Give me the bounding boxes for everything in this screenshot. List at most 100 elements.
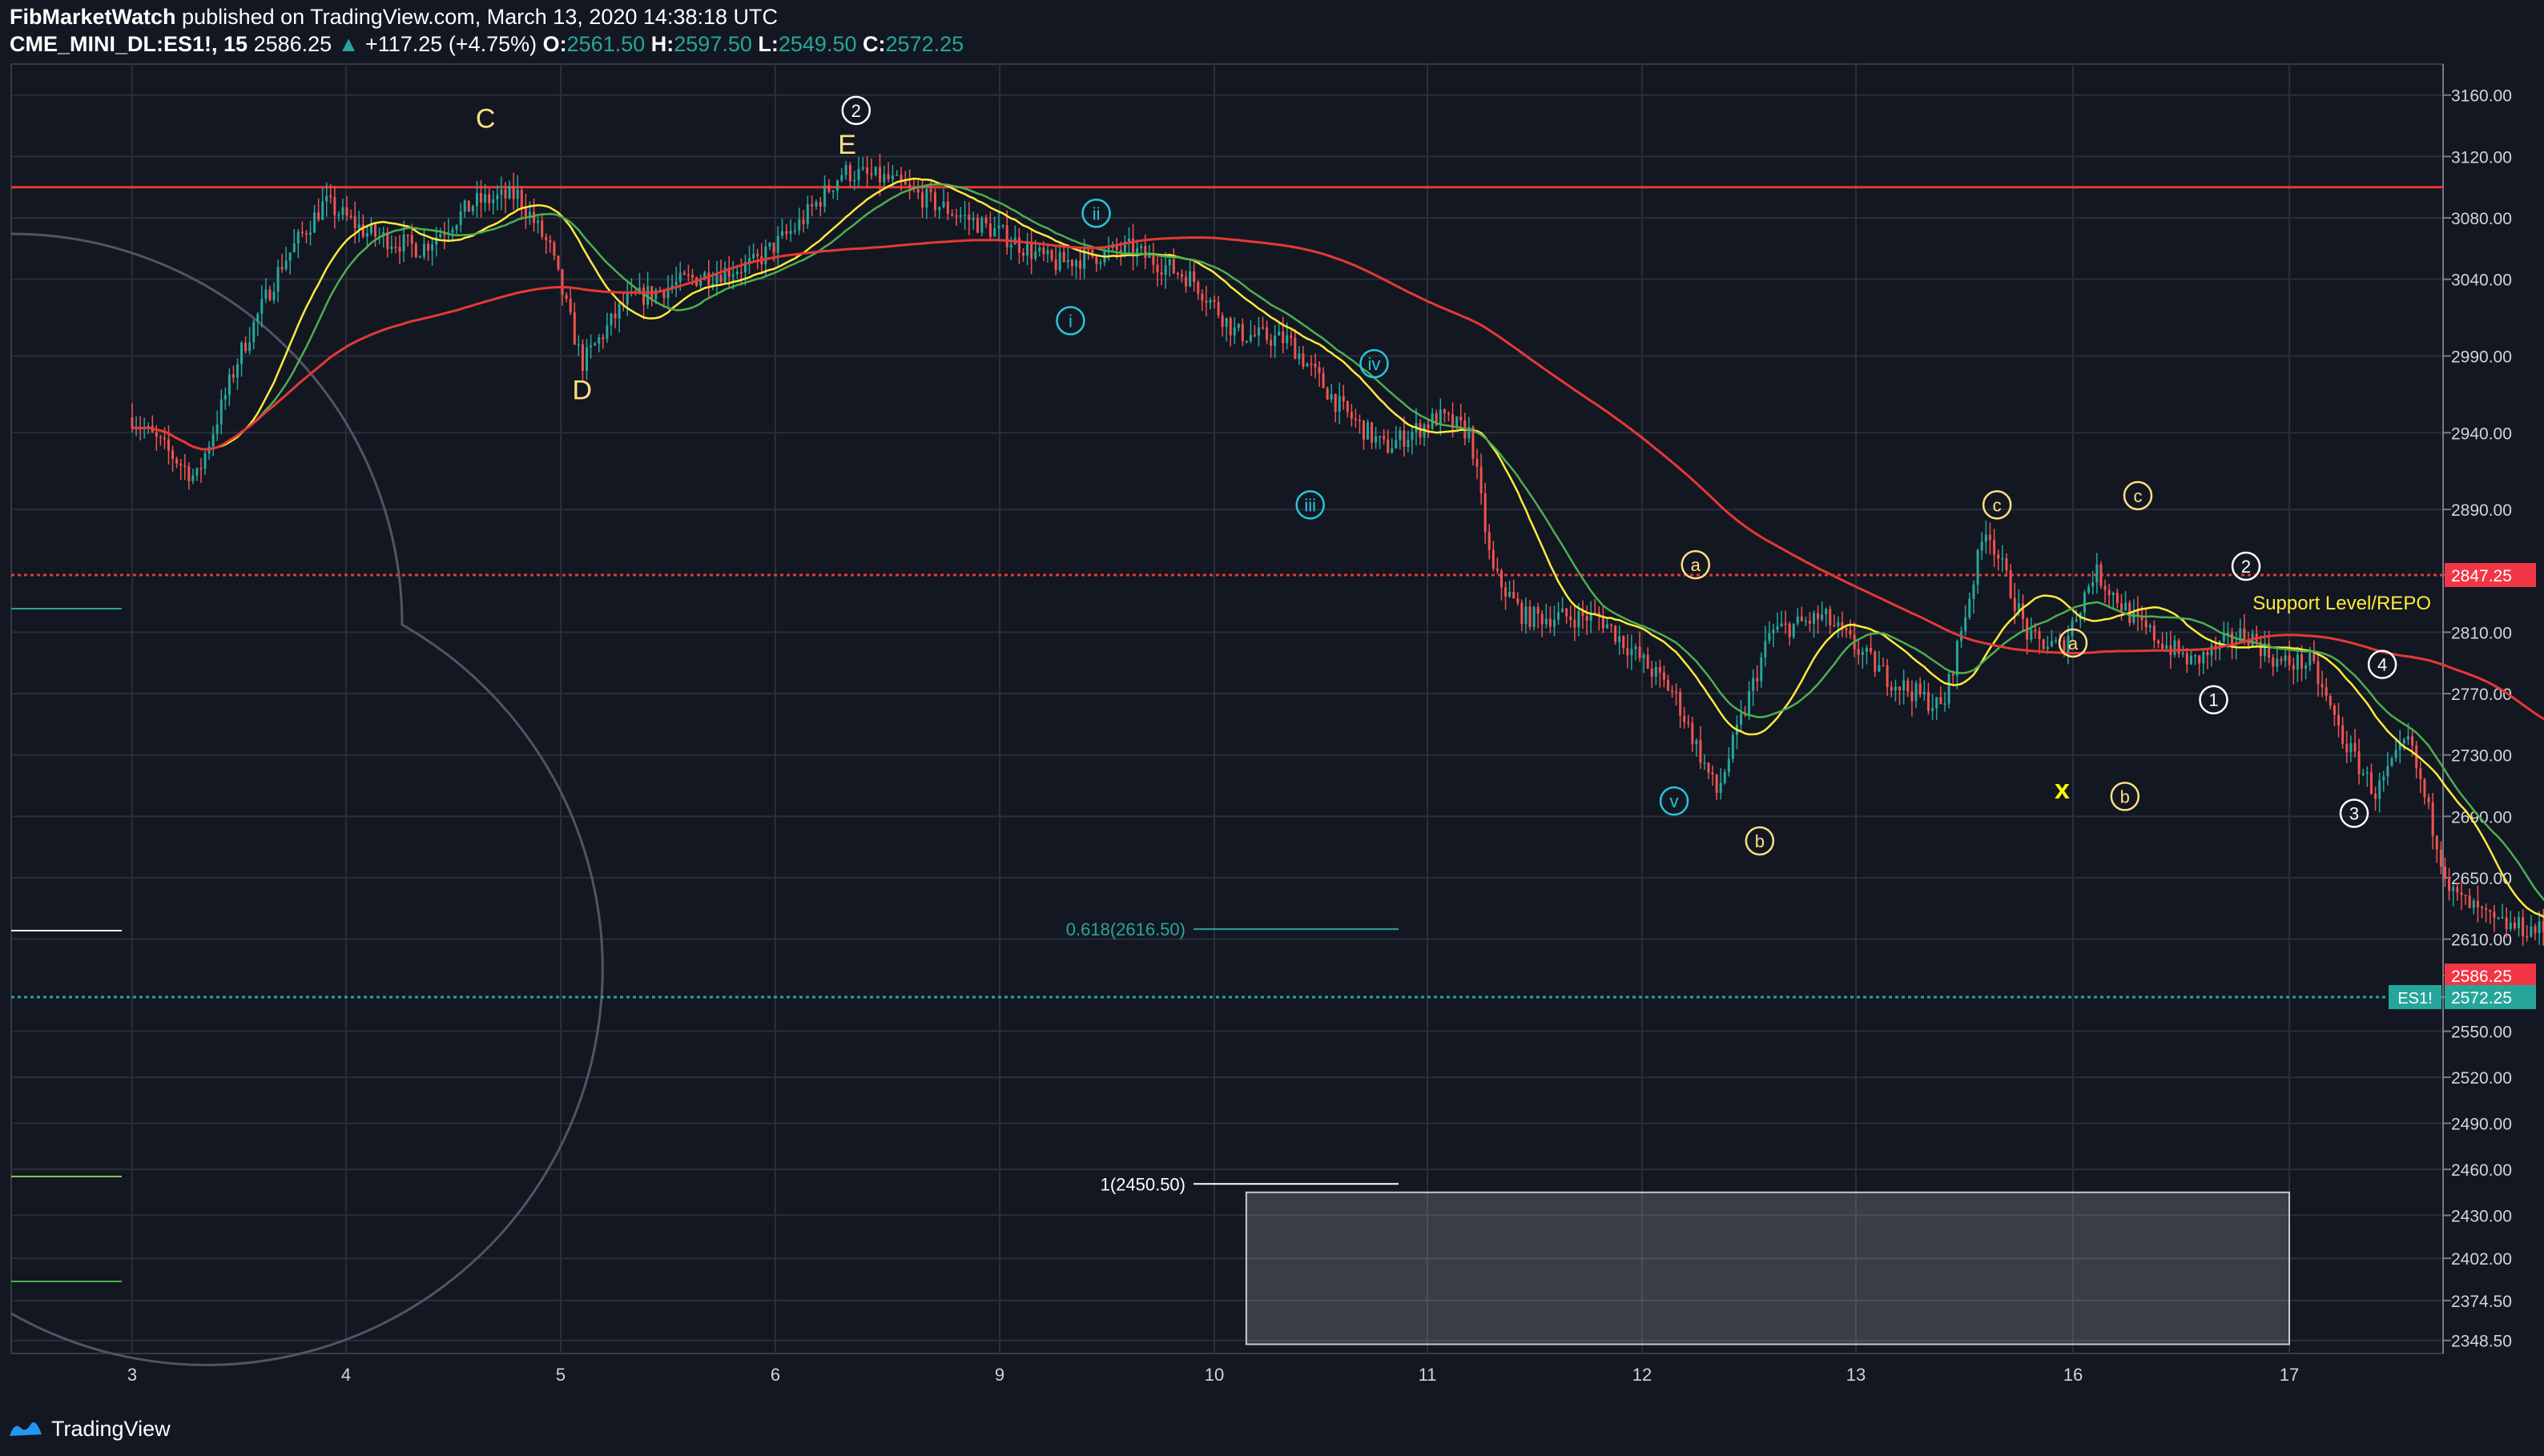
candle-body bbox=[1237, 324, 1240, 328]
candle bbox=[361, 214, 364, 239]
candle bbox=[1703, 754, 1706, 770]
candle bbox=[1711, 765, 1714, 786]
candle-body bbox=[731, 274, 735, 277]
candle-body bbox=[1132, 238, 1135, 257]
candle bbox=[670, 274, 674, 294]
candle-body bbox=[2001, 558, 2004, 560]
candle bbox=[853, 171, 856, 191]
candle bbox=[2067, 625, 2070, 665]
candle bbox=[1658, 659, 1661, 688]
candle-body bbox=[1874, 651, 1877, 672]
candle bbox=[1046, 243, 1049, 263]
candle-body bbox=[929, 189, 932, 193]
candle-body bbox=[1902, 680, 1906, 690]
candle bbox=[1326, 386, 1329, 400]
candle bbox=[394, 236, 397, 254]
x-tick-label: 16 bbox=[2063, 1365, 2083, 1385]
candle-body bbox=[1062, 251, 1065, 263]
candle-body bbox=[1189, 271, 1192, 287]
candle bbox=[2046, 635, 2049, 654]
candle bbox=[276, 259, 280, 303]
wave-label-13: x bbox=[2055, 774, 2070, 805]
candle bbox=[569, 288, 572, 316]
candle bbox=[2148, 623, 2152, 632]
candle bbox=[357, 211, 360, 243]
candle bbox=[980, 215, 984, 237]
candle bbox=[2522, 909, 2525, 947]
price-change: +117.25 (+4.75%) bbox=[364, 32, 537, 56]
candle-body bbox=[2468, 895, 2471, 908]
candle-body bbox=[686, 274, 690, 276]
candle bbox=[480, 179, 483, 218]
candle-body bbox=[1837, 621, 1840, 626]
candle-body bbox=[848, 165, 851, 182]
candle-body bbox=[606, 325, 609, 340]
candle-body bbox=[2017, 603, 2020, 611]
candle-body bbox=[2513, 923, 2516, 928]
y-tick-label: 3160.00 bbox=[2451, 87, 2512, 106]
candle bbox=[1561, 597, 1564, 613]
candle-body bbox=[2119, 603, 2123, 611]
wave-label-18: 4 bbox=[2367, 650, 2397, 679]
fib-label: 0.618(2616.50) bbox=[1066, 919, 1185, 939]
wave-label-text: iv bbox=[1368, 354, 1381, 374]
candle-body bbox=[2460, 892, 2463, 895]
candle-body bbox=[2177, 640, 2180, 654]
wave-label-text: 1 bbox=[2208, 690, 2218, 710]
candle-body bbox=[2423, 778, 2426, 798]
candle bbox=[861, 156, 864, 171]
candle bbox=[215, 410, 219, 441]
candle-body bbox=[1808, 621, 1811, 624]
candle-body bbox=[1740, 714, 1743, 726]
candle bbox=[1483, 483, 1487, 544]
candle bbox=[1387, 429, 1390, 454]
candle bbox=[1298, 346, 1301, 365]
candle-body bbox=[1427, 424, 1430, 429]
candle bbox=[1005, 210, 1008, 255]
candle-body bbox=[2095, 564, 2099, 583]
candle-body bbox=[2038, 631, 2041, 639]
candle bbox=[2349, 735, 2353, 762]
footer-brand[interactable]: TradingView bbox=[8, 1411, 171, 1446]
candle-body bbox=[764, 246, 767, 264]
candle-body bbox=[1626, 648, 1629, 656]
candle-body bbox=[357, 224, 360, 229]
candle bbox=[1837, 616, 1840, 638]
candle bbox=[626, 281, 629, 316]
candle bbox=[2374, 786, 2377, 811]
candle bbox=[606, 312, 609, 344]
candle bbox=[1383, 429, 1386, 445]
candle-body bbox=[594, 343, 597, 346]
candle bbox=[508, 180, 511, 200]
candle-body bbox=[1910, 691, 1914, 702]
candle-body bbox=[349, 215, 352, 218]
author-name[interactable]: FibMarketWatch bbox=[10, 5, 176, 29]
candle bbox=[427, 240, 430, 261]
y-tick-label: 3040.00 bbox=[2451, 271, 2512, 290]
candle bbox=[2443, 857, 2446, 887]
wave-label-text: 2 bbox=[2241, 557, 2251, 577]
candle bbox=[577, 335, 580, 356]
candle-body bbox=[1095, 256, 1098, 264]
candle bbox=[1330, 384, 1333, 403]
wave-label-0: C bbox=[476, 103, 496, 134]
candle bbox=[1662, 666, 1665, 688]
plot-area bbox=[10, 63, 2444, 1354]
candle-body bbox=[199, 468, 203, 469]
candle bbox=[776, 226, 779, 266]
candle bbox=[414, 241, 417, 259]
y-tick-label: 3120.00 bbox=[2451, 148, 2512, 167]
candle-body bbox=[171, 450, 175, 459]
candle bbox=[365, 224, 368, 249]
symbol-name[interactable]: CME_MINI_DL:ES1!, 15 bbox=[10, 32, 248, 56]
candle-body bbox=[1597, 612, 1600, 617]
candle bbox=[789, 219, 792, 242]
candle-body bbox=[524, 207, 527, 217]
candle bbox=[2386, 751, 2389, 786]
candle-body bbox=[610, 313, 613, 326]
candle bbox=[1302, 345, 1305, 370]
candle bbox=[349, 209, 352, 220]
candle-body bbox=[252, 321, 256, 343]
candle-body bbox=[2194, 655, 2197, 657]
